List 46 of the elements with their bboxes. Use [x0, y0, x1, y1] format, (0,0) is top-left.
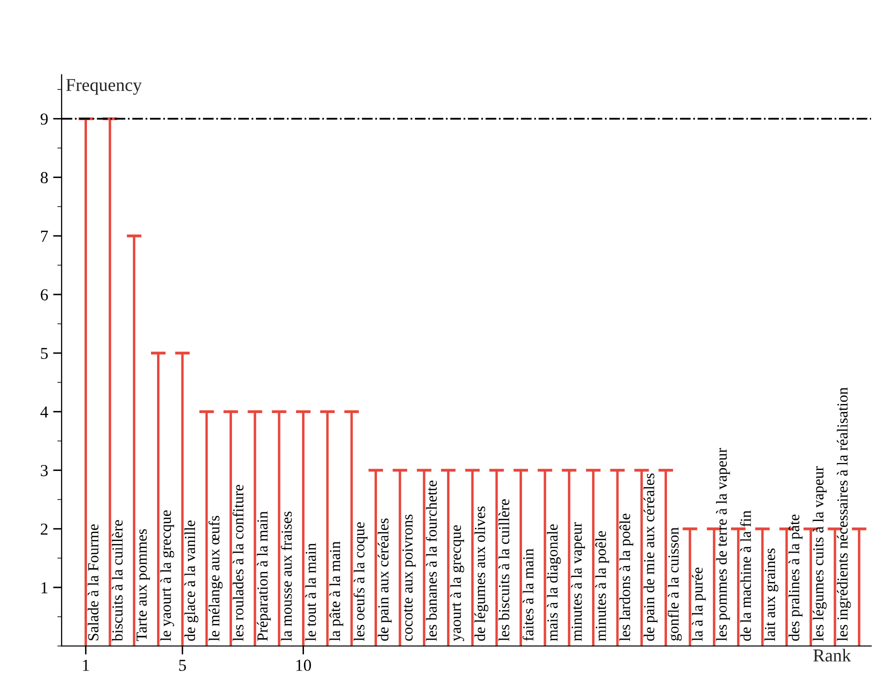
data-label: yaourt à la grecque — [450, 525, 464, 642]
x-tick-label: 5 — [179, 660, 186, 671]
y-tick-label: 3 — [40, 464, 48, 476]
data-label: les légumes cuits à la vapeur — [812, 466, 827, 642]
y-axis-title: Frequency — [66, 79, 142, 95]
x-tick-label: 1 — [83, 660, 89, 671]
data-label: minutes à la vapeur — [571, 522, 585, 641]
y-tick-label: 7 — [41, 230, 48, 242]
y-tick-label: 6 — [40, 289, 48, 300]
data-label: lait aux graines — [764, 548, 778, 642]
data-label: les biscuits à la cuillère — [498, 499, 510, 642]
data-label: les lardons à la poêle — [619, 514, 634, 642]
y-tick-label: 8 — [40, 172, 48, 184]
y-tick-label: 2 — [40, 524, 48, 535]
data-label: la pâte à la main — [329, 541, 344, 642]
data-label: Préparation à la main — [256, 511, 271, 641]
data-label: de légumes aux olives — [474, 506, 488, 641]
data-label: biscuits à la cuillère — [112, 520, 123, 642]
data-label: de glace à la vanille — [184, 520, 198, 641]
y-tick-label: 1 — [42, 582, 48, 594]
x-axis-title: Rank — [813, 648, 851, 662]
data-label: Tarte aux pommes — [136, 529, 150, 642]
data-label: cocotte aux poivrons — [402, 514, 416, 641]
data-label: la à la purée — [692, 568, 706, 642]
data-label: de pain aux céréales — [378, 518, 392, 641]
data-label: des pralines à la pâte — [788, 514, 802, 641]
data-label: les pommes de terre à la vapeur — [716, 448, 730, 642]
data-label: le yaourt à la grecque — [160, 510, 174, 642]
data-label: faites à la main — [522, 548, 534, 641]
y-tick-label: 5 — [41, 348, 48, 360]
data-label: les bananes à la fourchette — [426, 480, 437, 642]
y-tick-label: 4 — [40, 406, 48, 418]
data-label: les roulades à la confiture — [232, 484, 244, 642]
data-label: de la machine à la fin — [740, 510, 751, 641]
data-label: minutes à la poêle — [595, 531, 610, 641]
data-label: Salade à la Fourme — [88, 524, 98, 640]
data-label: les oeufs à la coque — [354, 522, 368, 642]
x-tick-label: 10 — [296, 660, 311, 671]
data-label: de pain de mie aux céréales — [644, 473, 658, 641]
data-label: les ingrédients nécessaires à la réalisation — [836, 387, 851, 642]
data-label: le tout à la main — [305, 543, 316, 642]
data-label: mais à la diagonale — [546, 524, 561, 641]
y-tick-label: 9 — [40, 113, 48, 125]
data-label: la mousse aux fraises — [280, 512, 292, 642]
data-label: le mélange aux œufs — [208, 516, 223, 642]
data-label: gonfle à la cuisson — [668, 527, 682, 641]
